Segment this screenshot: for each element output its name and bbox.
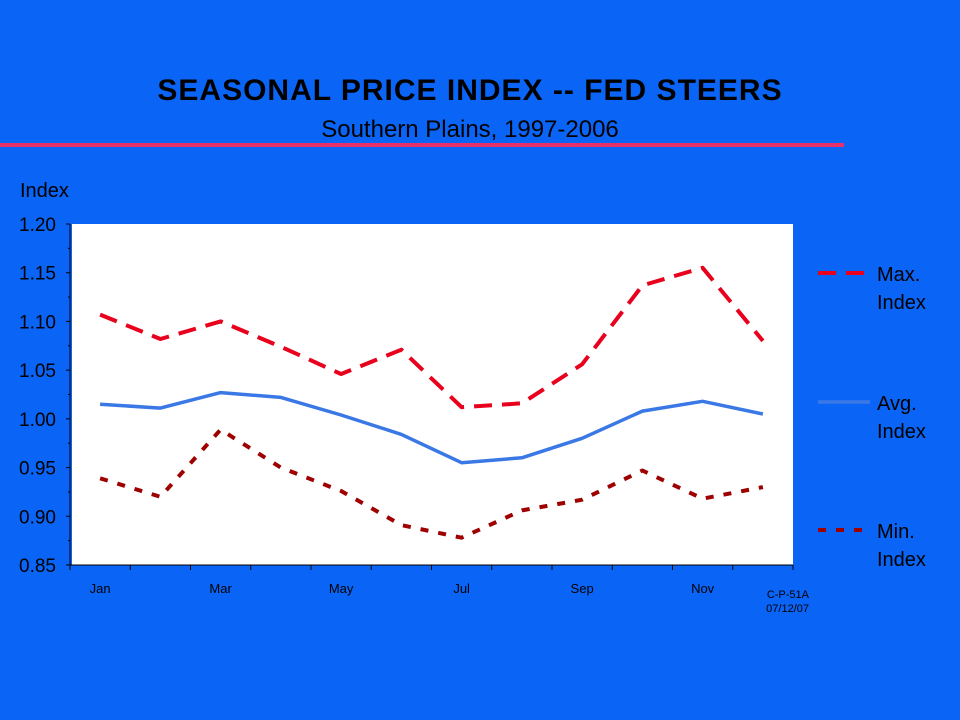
y-axis-label: Index: [20, 180, 69, 202]
y-tick-label: 1.15: [19, 264, 56, 285]
x-tick-label: Sep: [571, 581, 594, 596]
legend-label: Avg.: [877, 393, 917, 415]
plot-area: [72, 224, 793, 565]
y-tick-label: 1.20: [19, 215, 56, 236]
y-tick-label: 1.10: [19, 312, 56, 333]
x-tick-label: May: [329, 581, 354, 596]
series-line-solid: [99, 390, 764, 465]
x-tick-label: Nov: [691, 581, 715, 596]
y-tick-label: 1.00: [19, 410, 56, 431]
x-tick-label: Mar: [209, 581, 232, 596]
x-tick-label: Jul: [453, 581, 470, 596]
y-tick-label: 1.05: [19, 361, 56, 382]
chart-subtitle: Southern Plains, 1997-2006: [321, 116, 619, 143]
chart-code-date: 07/12/07: [766, 603, 809, 615]
y-tick-label: 0.90: [19, 507, 56, 528]
title-divider: [0, 143, 844, 147]
y-tick-label: 0.85: [19, 556, 56, 577]
chart-code: C-P-51A 07/12/07: [755, 588, 809, 616]
legend-label: Min.: [877, 521, 915, 543]
legend-label: Index: [877, 292, 926, 314]
chart-title: SEASONAL PRICE INDEX -- FED STEERS: [157, 74, 783, 107]
legend-label: Index: [877, 421, 926, 443]
series-line-dash: [99, 265, 765, 410]
y-tick-label: 0.95: [19, 459, 56, 480]
chart-code-id: C-P-51A: [766, 589, 809, 601]
legend-label: Index: [877, 549, 926, 571]
legend-label: Max.: [877, 264, 920, 286]
x-tick-label: Jan: [90, 581, 111, 596]
